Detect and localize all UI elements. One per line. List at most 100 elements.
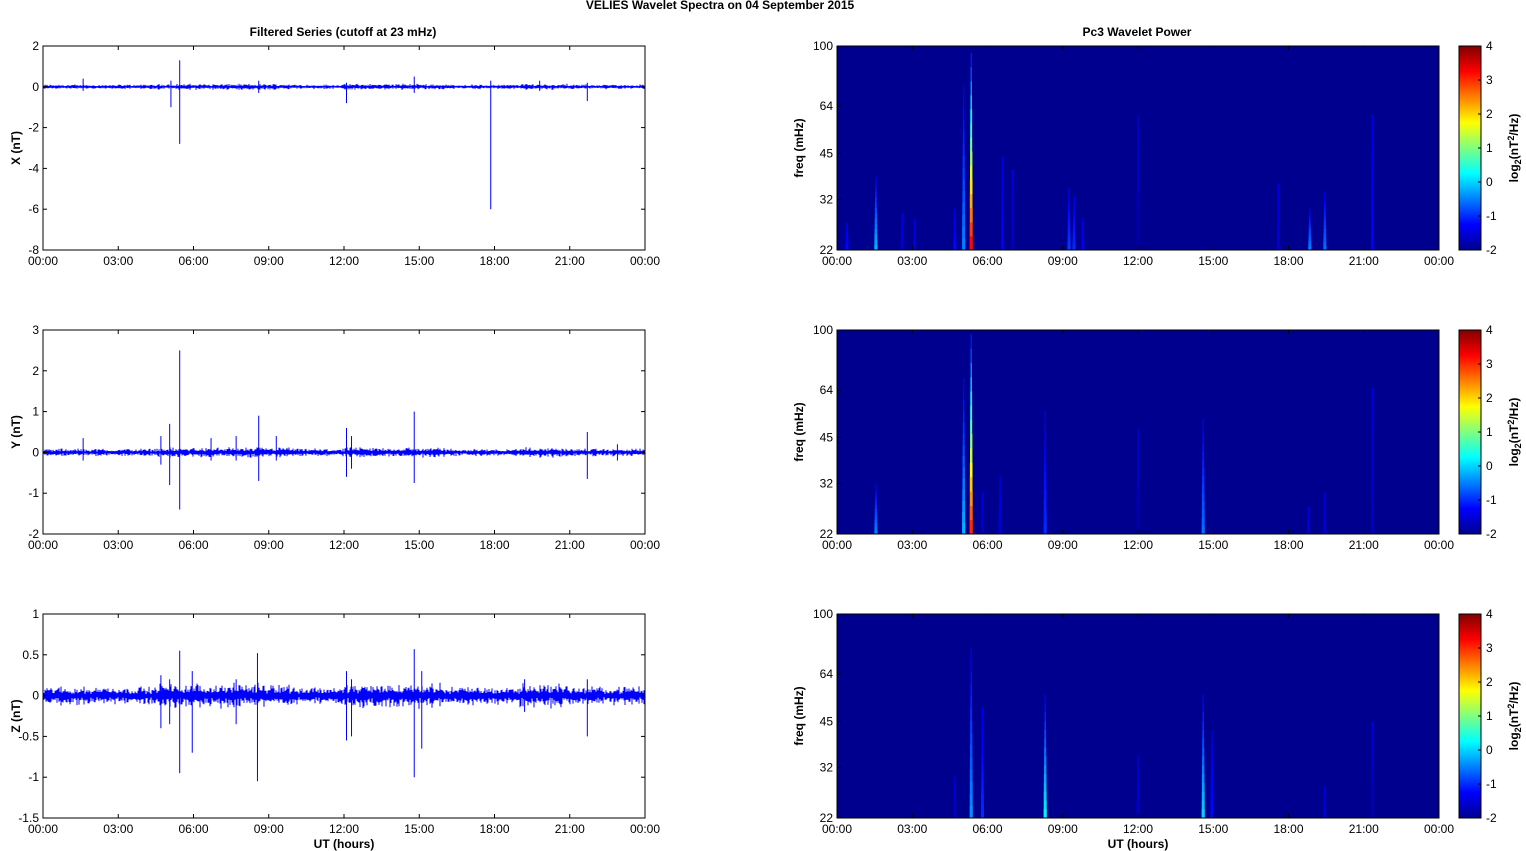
wavelet-power-streak <box>1137 443 1139 452</box>
wavelet-power-streak <box>1371 163 1374 174</box>
wavelet-power-streak <box>1277 207 1280 213</box>
y-tick-label: 22 <box>820 811 834 825</box>
wavelet-power-streak <box>953 815 957 819</box>
wavelet-power-streak <box>962 411 965 423</box>
wavelet-power-streak <box>874 505 877 510</box>
wavelet-power-streak <box>913 236 916 239</box>
x-tick-label: 15:00 <box>404 538 434 552</box>
wavelet-power-streak <box>962 191 965 204</box>
wavelet-power-streak <box>1210 793 1214 800</box>
wavelet-power-streak <box>970 67 972 82</box>
wavelet-power-streak <box>1323 525 1327 529</box>
wavelet-power-streak <box>1277 212 1280 218</box>
wavelet-power-streak <box>954 788 956 792</box>
wavelet-power-streak <box>1308 238 1312 242</box>
wavelet-power-streak <box>846 228 848 231</box>
wavelet-power-streak <box>874 508 878 513</box>
wavelet-power-streak <box>1323 531 1327 535</box>
wavelet-power-streak <box>981 507 984 511</box>
wavelet-power-streak <box>1137 755 1139 761</box>
wavelet-power-streak <box>953 241 957 245</box>
wavelet-power-streak <box>1323 224 1327 230</box>
wavelet-power-streak <box>1307 512 1310 515</box>
wavelet-power-streak <box>970 720 973 734</box>
wavelet-power-streak <box>1044 721 1046 731</box>
wavelet-power-streak <box>1308 226 1311 230</box>
wavelet-power-streak <box>1044 454 1047 464</box>
y-tick-label: 64 <box>820 667 834 681</box>
wavelet-power-streak <box>1136 519 1140 527</box>
wavelet-power-streak <box>1324 191 1326 196</box>
wavelet-power-streak <box>963 378 965 390</box>
wavelet-power-streak <box>874 213 878 219</box>
wavelet-power-streak <box>954 785 956 789</box>
wavelet-power-streak <box>998 513 1002 518</box>
wavelet-power-streak <box>913 229 916 232</box>
x-tick-label: 06:00 <box>972 822 1002 836</box>
wavelet-power-streak <box>981 525 984 529</box>
wavelet-power-streak <box>1323 813 1327 817</box>
wavelet-power-streak <box>1202 729 1205 739</box>
wavelet-power-streak <box>1068 196 1070 202</box>
wavelet-power-streak <box>1137 114 1139 125</box>
wavelet-power-streak <box>1323 229 1327 234</box>
x-tick-label: 06:00 <box>972 538 1002 552</box>
wavelet-power-streak <box>1011 181 1014 188</box>
wavelet-power-streak <box>1323 815 1327 819</box>
wavelet-power-streak <box>1043 800 1047 810</box>
wavelet-power-streak <box>900 239 904 243</box>
wavelet-power-streak <box>1323 220 1326 226</box>
y-tick-label: 22 <box>820 243 834 257</box>
y-tick-label: 45 <box>820 431 834 445</box>
wavelet-power-streak <box>999 483 1001 489</box>
wavelet-power-streak <box>1136 230 1140 241</box>
wavelet-power-streak <box>1371 797 1374 805</box>
colorbar-tick-label: 0 <box>1486 459 1493 473</box>
wavelet-power-streak <box>914 217 916 221</box>
x-tick-label: 15:00 <box>1198 538 1228 552</box>
colorbar-gradient <box>1458 45 1482 251</box>
x-tick-label: 00:00 <box>822 254 852 268</box>
wavelet-power-streak <box>954 779 956 783</box>
x-tick-label: 18:00 <box>479 254 509 268</box>
y-tick-label: 0.5 <box>22 648 39 662</box>
wavelet-power-streak <box>1371 513 1374 524</box>
wavelet-power-streak <box>1137 773 1139 779</box>
wavelet-power-streak <box>1277 226 1280 232</box>
series-panel-2: 3 2 1 0 -1 -2 Y (nT) 00:00 03:00 06:00 09:00 12:00 1… <box>9 323 660 552</box>
wavelet-power-streak <box>1277 197 1280 203</box>
y-tick-label: -2 <box>28 527 39 541</box>
x-tick-label: 03:00 <box>103 822 133 836</box>
wavelet-power-streak <box>1371 471 1374 483</box>
wavelet-power-streak <box>1308 506 1310 509</box>
wavelet-power-streak <box>962 444 965 457</box>
y-tick-label: -4 <box>28 161 39 175</box>
wavelet-power-streak <box>901 220 903 224</box>
wavelet-power-streak <box>875 497 877 502</box>
wavelet-power-streak <box>1081 240 1085 244</box>
wavelet-power-streak <box>1371 742 1374 750</box>
wavelet-power-streak <box>914 222 916 225</box>
y-tick-label: 0 <box>32 689 39 703</box>
wavelet-power-streak <box>1372 114 1374 125</box>
wavelet-power-streak <box>953 238 957 242</box>
wavelet-power-streak <box>1307 518 1310 521</box>
wavelet-power-streak <box>846 226 848 229</box>
wavelet-power-streak <box>1068 214 1071 220</box>
wavelet-power-streak <box>1371 769 1374 778</box>
wavelet-power-streak <box>1307 508 1310 511</box>
y-tick-label: 100 <box>813 607 833 621</box>
wavelet-power-streak <box>970 732 973 746</box>
wavelet-power-streak <box>1081 226 1084 230</box>
colorbar-label: log2(nT2/Hz) <box>1506 398 1523 467</box>
wavelet-power-streak <box>1324 208 1326 213</box>
wavelet-power-streak <box>1371 728 1374 736</box>
wavelet-power-streak <box>1324 785 1326 789</box>
wavelet-power-streak <box>970 52 972 68</box>
wavelet-power-streak <box>953 794 956 798</box>
wavelet-power-streak <box>970 123 973 138</box>
y-tick-label: 0 <box>32 80 39 94</box>
wavelet-power-streak <box>874 530 878 535</box>
x-tick-label: 09:00 <box>254 538 284 552</box>
